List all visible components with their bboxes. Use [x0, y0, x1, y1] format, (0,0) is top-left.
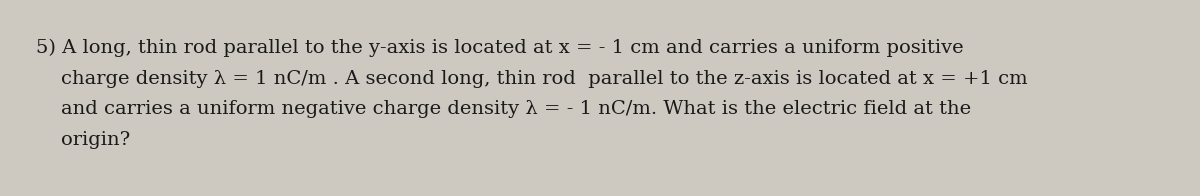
Text: and carries a uniform negative charge density λ = - 1 nC/m. What is the electric: and carries a uniform negative charge de… [36, 100, 971, 118]
Text: 5) A long, thin rod parallel to the y-axis is located at x = - 1 cm and carries : 5) A long, thin rod parallel to the y-ax… [36, 39, 964, 57]
Text: origin?: origin? [36, 131, 131, 149]
Text: charge density λ = 1 nC/m . A second long, thin rod  parallel to the z-axis is l: charge density λ = 1 nC/m . A second lon… [36, 70, 1027, 88]
